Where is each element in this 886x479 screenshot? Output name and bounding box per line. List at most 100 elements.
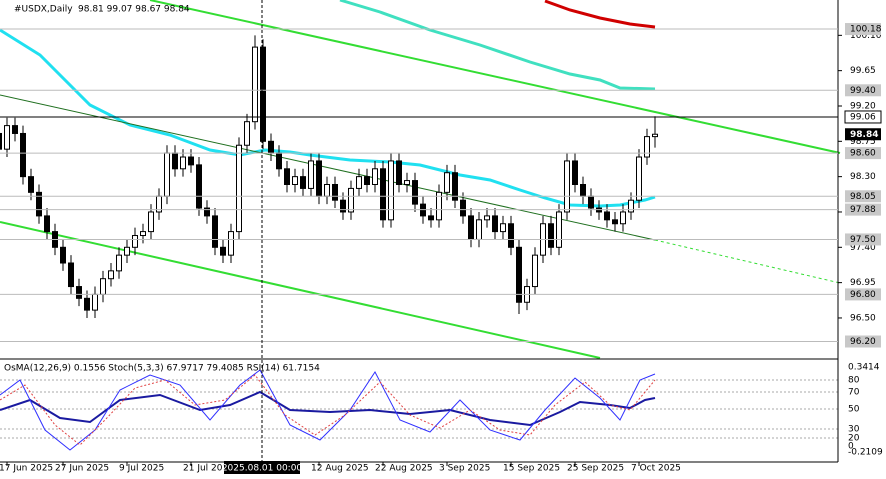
level-box: [845, 233, 881, 246]
x-tick-label: 9 Jul 2025: [119, 464, 164, 474]
candle-body: [508, 223, 514, 248]
trend-line: [0, 221, 601, 359]
level-box: [845, 335, 881, 348]
candle-body: [556, 211, 562, 248]
candle-body: [444, 172, 450, 193]
candle-body: [76, 286, 82, 299]
candle-body: [140, 231, 146, 237]
candle-body: [364, 176, 370, 185]
candle-body: [644, 136, 650, 158]
candle-body: [132, 235, 138, 248]
level-box: [845, 128, 881, 141]
y-tick-label: 100.10: [850, 31, 882, 41]
candle-body: [188, 156, 194, 166]
stoch-line: [0, 369, 656, 451]
candle-body: [564, 160, 570, 213]
y-tick-label: 99.20: [850, 101, 876, 111]
x-tick-label: 12 Aug 2025: [311, 464, 369, 474]
y-tick-label: 97.40: [850, 243, 876, 253]
candle-body: [348, 187, 354, 213]
candle-body: [500, 223, 506, 233]
trend-line: [654, 239, 841, 284]
y-tick-label: 98.75: [850, 137, 876, 147]
candle-body: [292, 176, 298, 185]
y-tick-label: 98.30: [850, 172, 876, 182]
ticks: 100.1099.6599.2098.7598.3097.8597.4096.9…: [0, 31, 882, 474]
candle-body: [636, 156, 642, 201]
candle-body: [124, 246, 130, 256]
candle-body: [316, 160, 322, 197]
level-label: 98.05: [850, 192, 876, 202]
candle-body: [340, 199, 346, 213]
candle-body: [572, 160, 578, 185]
candle-body: [236, 144, 242, 233]
overlays: [0, 0, 841, 359]
x-tick-label: 17 Jun 2025: [0, 464, 53, 474]
candle-body: [28, 176, 34, 193]
candle-body: [172, 152, 178, 170]
candle-body: [580, 183, 586, 197]
level-label: 97.50: [850, 235, 876, 245]
candle-body: [284, 168, 290, 185]
x-tick-label: 21 Jul 2025: [183, 464, 234, 474]
candle-body: [244, 121, 250, 146]
indicator-tick-label: 0: [848, 442, 854, 452]
candle-body: [436, 191, 442, 221]
level-box: [845, 23, 881, 36]
indicator-tick-label: 80: [848, 376, 860, 386]
level-box: [845, 190, 881, 203]
candle-body: [332, 183, 338, 201]
candle-body: [612, 219, 618, 225]
candle-body: [100, 278, 106, 295]
ma-red: [544, 0, 656, 29]
candle-body: [380, 168, 386, 221]
candle-body: [276, 152, 282, 170]
candle-body: [588, 195, 594, 209]
candle-body: [20, 132, 26, 178]
trend-line: [149, 0, 841, 154]
crosshair-box: [224, 461, 300, 474]
candle-body: [196, 164, 202, 209]
level-box: [845, 203, 881, 216]
x-tick-label: 15 Sep 2025: [503, 464, 560, 474]
level-box: [845, 147, 881, 160]
indicator-label: OsMA(12,26,9) 0.1556 Stoch(5,3,3) 67.971…: [4, 364, 320, 374]
candle-body: [260, 46, 266, 142]
ma-cyan: [0, 28, 656, 208]
rsi-line: [0, 390, 656, 427]
level-box: [845, 84, 881, 97]
level-box: [845, 288, 881, 301]
candle-body: [268, 140, 274, 154]
indicator-tick-label: -0.2109: [848, 448, 883, 458]
level-label: 99.06: [850, 112, 876, 122]
candle-body: [108, 270, 114, 280]
crosshair-label: 2025.08.01 00:00: [222, 464, 303, 474]
chart-title: #USDX,Daily: [14, 5, 73, 15]
candle-body: [412, 180, 418, 205]
candle-body: [180, 156, 186, 170]
indicator-tick-label: 20: [848, 434, 860, 444]
y-tick-label: 96.50: [850, 313, 876, 323]
candle-body: [388, 160, 394, 221]
candle-body: [44, 215, 50, 233]
candle-body: [356, 176, 362, 189]
x-tick-label: 3 Sep 2025: [439, 464, 490, 474]
level-box: [844, 110, 882, 124]
level-label: 96.80: [850, 290, 876, 300]
candle-body: [396, 160, 402, 185]
level-label: 98.60: [850, 149, 876, 159]
indicator-tick-label: 30: [848, 425, 860, 435]
levels: 100.18 99.40 99.06 98.84 98.60 98.05 97.88 97.5…: [0, 23, 882, 348]
candle-body: [404, 180, 410, 185]
candle-body: [484, 215, 490, 221]
x-tick-label: 27 Jun 2025: [55, 464, 109, 474]
candle-body: [548, 223, 554, 248]
ma-teal: [339, 0, 656, 91]
candle-body: [628, 199, 634, 213]
x-tick-label: 7 Oct 2025: [631, 464, 681, 474]
candle-body: [84, 297, 90, 311]
candle-body: [428, 215, 434, 221]
candle-body: [4, 125, 10, 150]
